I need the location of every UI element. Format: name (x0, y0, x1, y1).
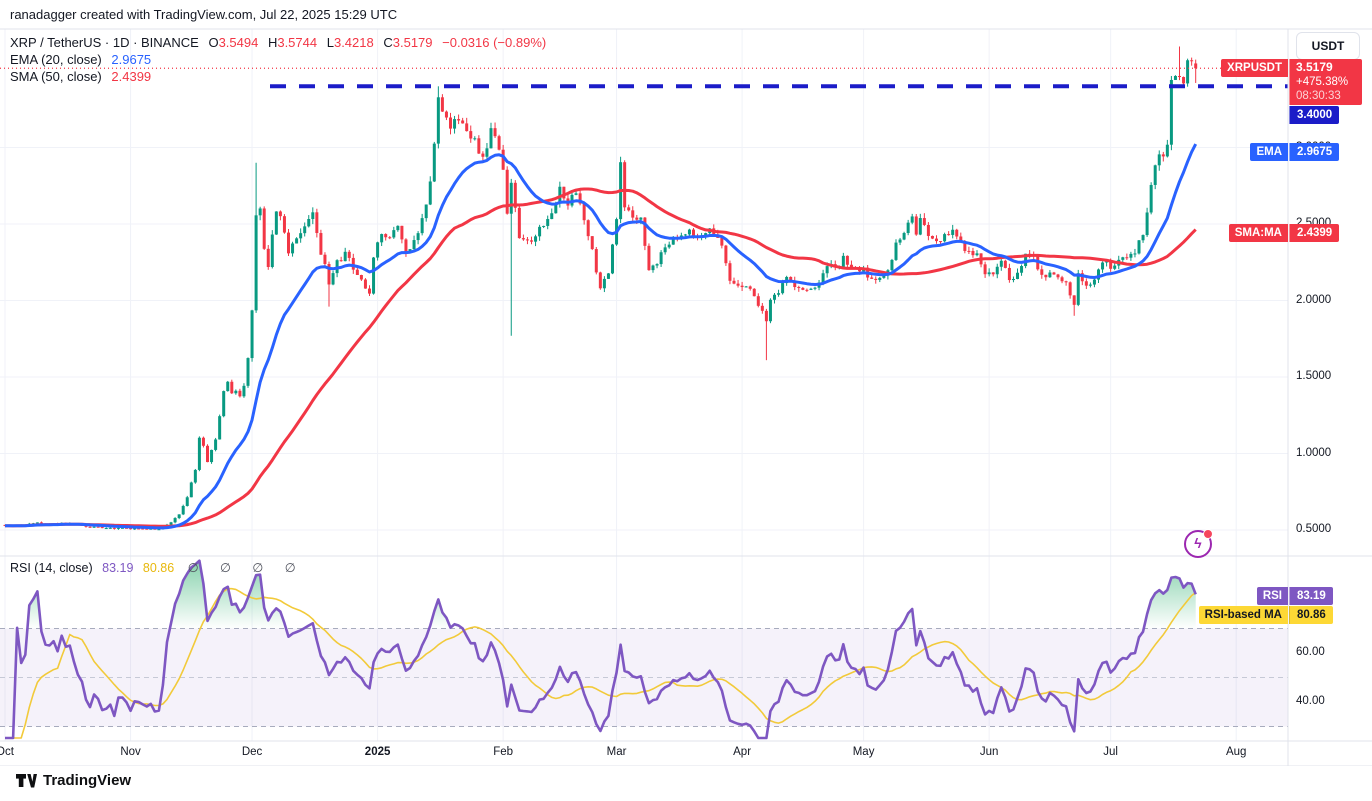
ema-label[interactable]: EMA (20, close) (10, 52, 102, 67)
low-label: L (326, 35, 334, 50)
sma-label[interactable]: SMA (50, close) (10, 69, 102, 84)
time-axis-label: Nov (120, 746, 141, 758)
rsi-band (0, 628, 1288, 727)
main-legend[interactable]: XRP / TetherUS · 1D · BINANCE O3.5494 H3… (10, 34, 546, 85)
rsi-ma-value: 80.86 (142, 561, 175, 575)
time-axis-label: 2025 (364, 746, 391, 758)
high-value: 3.5744 (277, 35, 318, 50)
low-value: 3.4218 (333, 35, 374, 50)
rsi-value-badge: 83.19 (1289, 587, 1333, 605)
sma-value: 2.4399 (111, 69, 152, 84)
price-tick-label: 0.5000 (1296, 523, 1332, 535)
price-tick-label: 2.0000 (1296, 293, 1332, 306)
ema-tag: EMA (1250, 143, 1288, 161)
top-watermark-bar: ranadagger created with TradingView.com,… (0, 0, 1372, 29)
rsi-value: 83.19 (102, 561, 134, 575)
currency-toggle-button[interactable]: USDT (1296, 32, 1360, 60)
time-axis-label: Dec (241, 746, 263, 758)
time-axis-label: Feb (493, 746, 514, 758)
time-axis-label: Jul (1103, 746, 1118, 758)
high-label: H (267, 35, 278, 50)
time-axis[interactable]: Oct Nov Dec 2025 Feb Mar Apr May Jun Jul Aug (0, 741, 1372, 766)
ema-row[interactable]: EMA (20, close) 2.9675 (10, 51, 546, 68)
rsi-tick-label: 60.00 (1296, 646, 1325, 658)
rsi-label[interactable]: RSI (14, close) (10, 561, 93, 575)
tradingview-logo-icon (16, 773, 37, 787)
rsi-legend[interactable]: RSI (14, close) 83.19 80.86 ∅ ∅ ∅ ∅ (10, 560, 305, 575)
time-axis-label: Apr (733, 746, 752, 758)
rsi-tag: RSI (1256, 587, 1288, 605)
symbol-price-tag: XRPUSDT (1221, 59, 1288, 77)
time-axis-label: May (852, 746, 875, 758)
quick-trade-lightning-icon[interactable]: ϟ (1184, 529, 1213, 558)
candlesticks (3, 46, 1198, 531)
rsi-ma-tag: RSI-based MA (1198, 606, 1288, 624)
time-axis-label: Mar (606, 746, 627, 758)
last-price: 3.5179 (1296, 60, 1333, 74)
notification-dot (1203, 529, 1213, 539)
rsi-empty-values: ∅ ∅ ∅ ∅ (187, 561, 305, 575)
rsi-tick-label: 40.00 (1296, 695, 1325, 707)
close-label: C (383, 35, 393, 50)
watermark-text: ranadagger created with TradingView.com,… (10, 7, 398, 22)
open-label: O (208, 35, 219, 50)
time-axis-label: Jun (979, 746, 999, 758)
tradingview-logo-text: TradingView (43, 772, 132, 789)
change-percent: +475.38% (1296, 76, 1349, 88)
sma-price-badge: 2.4399 (1289, 224, 1340, 242)
price-level-lines[interactable] (0, 67, 1288, 89)
tradingview-logo[interactable]: TradingView (16, 772, 131, 789)
level-line-price-badge: 3.4000 (1289, 106, 1340, 124)
price-tick-label: 1.0000 (1296, 446, 1332, 459)
price-tick-label: 1.5000 (1296, 370, 1332, 382)
symbol-price-badge: 3.5179 +475.38% 08:30:33 (1289, 59, 1362, 105)
time-axis-label: Aug (1225, 746, 1247, 758)
bar-countdown: 08:30:33 (1296, 90, 1341, 102)
sma-row[interactable]: SMA (50, close) 2.4399 (10, 68, 546, 85)
rsi-ma-value-badge: 80.86 (1289, 606, 1333, 624)
ema-value: 2.9675 (111, 52, 152, 67)
moving-averages (4, 143, 1198, 530)
footer-bar: TradingView (0, 766, 1372, 801)
ema-price-badge: 2.9675 (1289, 143, 1340, 161)
sma-tag: SMA:MA (1228, 224, 1288, 242)
time-axis-label: Oct (0, 746, 14, 758)
symbol-row[interactable]: XRP / TetherUS · 1D · BINANCE O3.5494 H3… (10, 34, 546, 51)
symbol-title[interactable]: XRP / TetherUS · 1D · BINANCE (10, 35, 199, 50)
change-value: −0.0316 (−0.89%) (442, 35, 547, 50)
open-value: 3.5494 (218, 35, 259, 50)
close-value: 3.5179 (392, 35, 433, 50)
rsi-series (5, 559, 1197, 740)
